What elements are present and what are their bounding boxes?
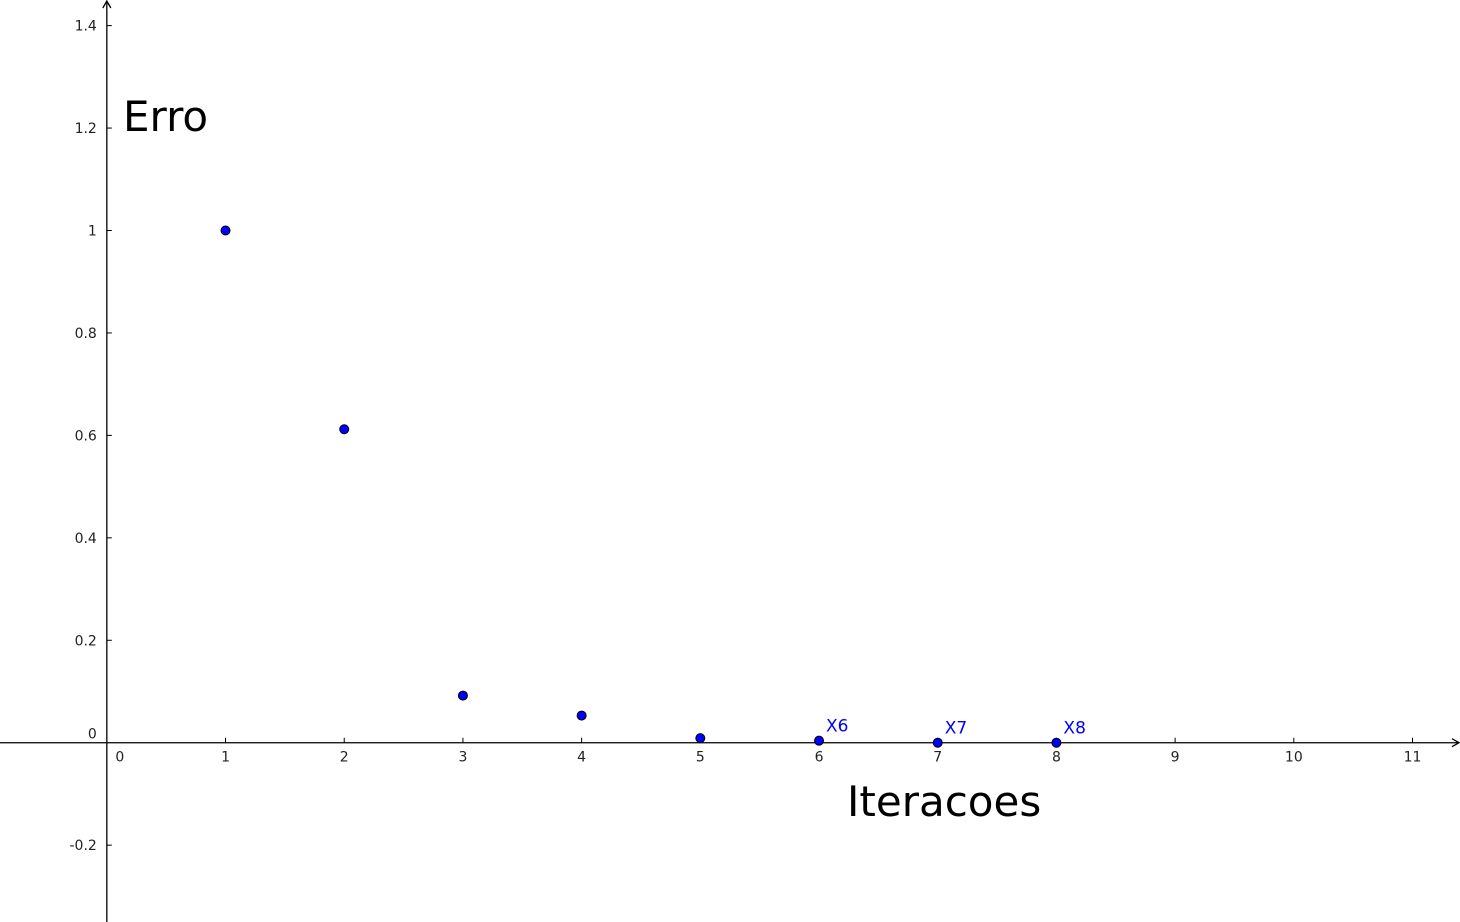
y-tick-label: 0.2 bbox=[75, 633, 97, 649]
point-label: X6 bbox=[826, 717, 848, 737]
y-tick-label: 0.4 bbox=[75, 531, 97, 547]
point-label: X7 bbox=[945, 719, 967, 739]
x-tick-label: 8 bbox=[1052, 750, 1061, 766]
y-tick-label: 0 bbox=[88, 727, 97, 743]
point-labels: X6 X7 X8 bbox=[826, 717, 1086, 739]
y-tick-label: -0.2 bbox=[70, 838, 97, 854]
y-axis-arrow bbox=[102, 0, 112, 9]
data-point bbox=[932, 737, 943, 748]
x-tick-label: 7 bbox=[933, 750, 942, 766]
data-point bbox=[576, 710, 587, 721]
x-axis-title: Iteracoes bbox=[847, 777, 1041, 826]
data-point bbox=[1051, 737, 1062, 748]
x-tick-label: 2 bbox=[340, 750, 349, 766]
y-axis-title: Erro bbox=[123, 92, 208, 141]
data-points bbox=[220, 225, 1062, 748]
data-point bbox=[695, 733, 706, 744]
data-point bbox=[814, 735, 825, 746]
x-tick-label: 11 bbox=[1404, 750, 1422, 766]
x-tick-label: 0 bbox=[115, 750, 124, 766]
x-tick-label: 3 bbox=[458, 750, 467, 766]
x-ticks: 0 1 2 3 4 5 6 7 8 9 10 11 bbox=[115, 737, 1422, 766]
y-tick-label: 1.4 bbox=[75, 19, 97, 35]
x-axis-arrow bbox=[1451, 738, 1460, 748]
y-tick-label: 0.8 bbox=[75, 326, 97, 342]
x-tick-label: 5 bbox=[696, 750, 705, 766]
data-point bbox=[220, 225, 231, 236]
y-tick-label: 0.6 bbox=[75, 428, 97, 444]
data-point bbox=[339, 424, 350, 435]
x-tick-label: 1 bbox=[221, 750, 230, 766]
x-tick-label: 10 bbox=[1285, 750, 1303, 766]
y-ticks: -0.2 0 0.2 0.4 0.6 0.8 1 1.2 1.4 bbox=[70, 19, 112, 854]
x-tick-label: 6 bbox=[815, 750, 824, 766]
y-tick-label: 1.2 bbox=[75, 121, 97, 137]
y-tick-label: 1 bbox=[88, 224, 97, 240]
data-point bbox=[457, 690, 468, 701]
point-label: X8 bbox=[1063, 719, 1085, 739]
x-tick-label: 9 bbox=[1171, 750, 1180, 766]
x-tick-label: 4 bbox=[577, 750, 586, 766]
